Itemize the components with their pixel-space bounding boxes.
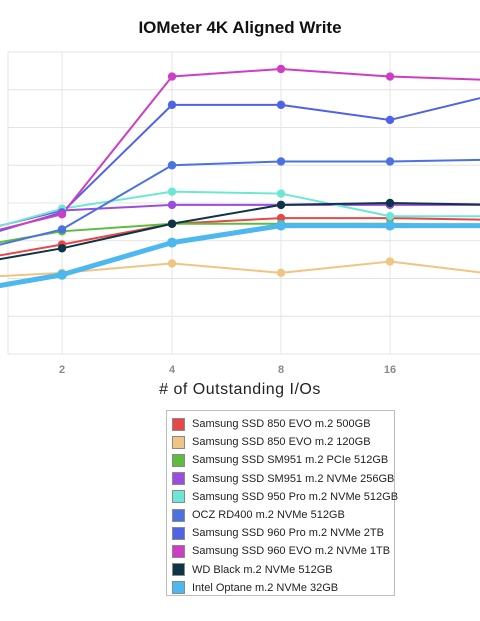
data-point	[167, 72, 177, 81]
legend-swatch	[172, 526, 185, 540]
data-point	[276, 220, 286, 231]
legend-swatch	[172, 417, 185, 431]
data-point	[276, 200, 286, 210]
series-lines	[0, 67, 480, 289]
data-point	[167, 161, 177, 170]
data-point	[276, 100, 286, 110]
legend-swatch	[172, 472, 185, 486]
series-line	[0, 202, 480, 261]
legend-label: WD Black m.2 NVMe 512GB	[192, 563, 333, 576]
legend: Samsung SSD 850 EVO m.2 500GB Samsung SSD…	[166, 410, 398, 597]
legend-swatch	[172, 453, 185, 467]
data-point	[167, 187, 177, 196]
x-tick-label: 8	[278, 364, 284, 376]
data-point	[276, 157, 286, 166]
legend-swatch	[172, 490, 185, 504]
series-line	[0, 223, 480, 289]
series-line	[0, 97, 480, 232]
legend-item: Samsung SSD SM951 m.2 NVMe 256GB	[167, 470, 394, 488]
legend-label: Samsung SSD 950 Pro m.2 NVMe 512GB	[192, 490, 399, 503]
legend-item: WD Black m.2 NVMe 512GB	[167, 561, 394, 579]
data-point	[167, 237, 177, 248]
data-point	[385, 220, 395, 231]
data-point	[167, 219, 177, 228]
legend-label: Intel Optane m.2 NVMe 32GB	[192, 581, 339, 594]
data-point	[276, 64, 286, 74]
data-point	[276, 268, 286, 278]
x-tick-label: 2	[59, 364, 65, 376]
x-tick-label: 16	[384, 364, 396, 376]
data-point	[385, 157, 395, 166]
legend-label: Samsung SSD 960 EVO m.2 NVMe 1TB	[192, 545, 391, 558]
data-point	[385, 198, 395, 208]
x-tick-labels: 2 4 8 16	[59, 364, 396, 376]
legend-label: Samsung SSD 850 EVO m.2 120GB	[192, 436, 371, 449]
x-axis-title: # of Outstanding I/Os	[159, 381, 321, 398]
data-point	[167, 200, 177, 210]
series-line	[0, 190, 480, 228]
legend-item: Samsung SSD 850 EVO m.2 500GB	[167, 415, 394, 433]
chart-title: IOMeter 4K Aligned Write	[138, 18, 342, 37]
data-point	[385, 72, 395, 81]
data-point	[385, 212, 395, 221]
legend-item: Samsung SSD SM951 m.2 PCIe 512GB	[167, 451, 394, 469]
legend-label: Samsung SSD 850 EVO m.2 500GB	[192, 418, 371, 431]
series-line	[0, 203, 480, 227]
data-point	[167, 100, 177, 110]
legend-label: Samsung SSD 960 Pro m.2 NVMe 2TB	[192, 527, 384, 540]
legend-swatch	[172, 544, 185, 558]
legend-item: Samsung SSD 950 Pro m.2 NVMe 512GB	[167, 488, 398, 506]
data-point	[57, 210, 67, 219]
legend-swatch	[172, 435, 185, 449]
data-point	[385, 257, 395, 266]
legend-label: Samsung SSD SM951 m.2 PCIe 512GB	[192, 454, 389, 467]
series-line	[0, 158, 480, 246]
legend-label: Samsung SSD SM951 m.2 NVMe 256GB	[192, 472, 395, 485]
legend-swatch	[172, 508, 185, 522]
data-point	[57, 244, 67, 253]
legend-item: Samsung SSD 960 Pro m.2 NVMe 2TB	[167, 524, 394, 542]
data-point	[385, 115, 395, 125]
legend-item: Samsung SSD 850 EVO m.2 120GB	[167, 433, 394, 451]
legend-swatch	[172, 581, 185, 595]
data-point	[57, 269, 67, 280]
legend-item: OCZ RD400 m.2 NVMe 512GB	[167, 506, 394, 524]
legend-label: OCZ RD400 m.2 NVMe 512GB	[192, 509, 345, 522]
line-chart-plot: 2 4 8 16	[0, 51, 480, 376]
series-points	[57, 64, 395, 280]
series-line	[0, 67, 480, 231]
legend-swatch	[172, 563, 185, 577]
legend-item: Samsung SSD 960 EVO m.2 NVMe 1TB	[167, 542, 394, 560]
series-line	[0, 217, 480, 257]
x-tick-label: 4	[169, 364, 176, 376]
data-point	[167, 259, 177, 268]
data-point	[57, 225, 67, 234]
legend-item: Intel Optane m.2 NVMe 32GB	[167, 579, 394, 597]
series-line	[0, 260, 480, 278]
data-point	[276, 189, 286, 198]
